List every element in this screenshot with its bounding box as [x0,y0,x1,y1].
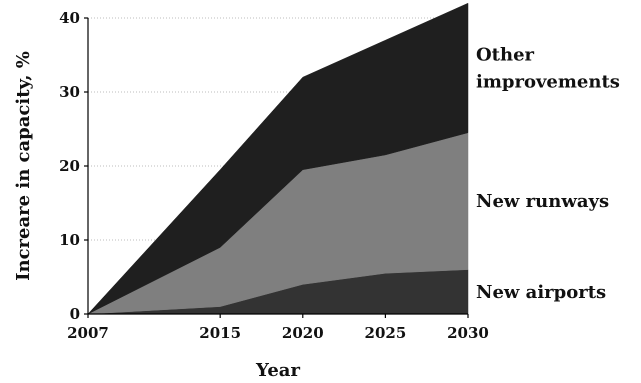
y-tick-labels: 0 10 20 30 40 [59,9,88,323]
x-tick-label-2030: 2030 [447,324,489,342]
x-tick-label-2020: 2020 [282,324,324,342]
x-tick-label-2015: 2015 [199,324,241,342]
x-axis-title: Year [255,360,300,381]
series-labels: New airports New runways Other improvements [476,44,620,302]
series-label-line: Other [476,44,535,65]
area-series [87,2,469,315]
series-label-line: New runways [476,191,609,212]
y-tick-label-0: 0 [70,305,80,323]
series-label-new-airports: New airports [476,282,606,303]
y-tick-label-10: 10 [59,231,80,249]
x-tick-label-2025: 2025 [365,324,407,342]
series-label-line: New airports [476,282,606,303]
y-tick-label-30: 30 [59,83,80,101]
y-axis-title: Increare in capacity, % [13,51,34,281]
x-tick-label-2007: 2007 [67,324,109,342]
x-tick-labels: 2007 2015 2020 2025 2030 [67,314,489,342]
series-label-new-runways: New runways [476,191,609,212]
y-tick-label-20: 20 [59,157,80,175]
area-other-improvements [87,2,469,315]
y-tick-label-40: 40 [59,9,80,27]
series-label-line: improvements [476,71,620,92]
series-label-other-improvements: Other improvements [476,44,620,92]
